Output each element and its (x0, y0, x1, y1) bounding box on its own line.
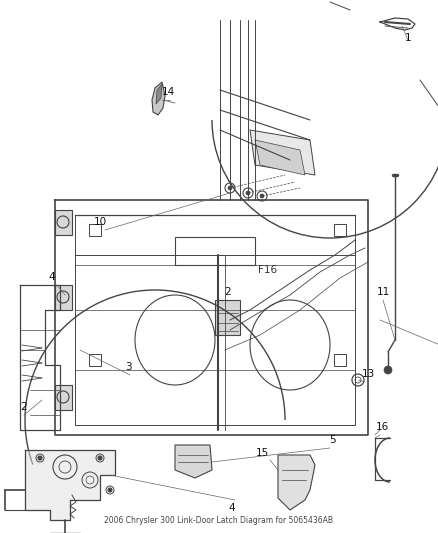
Text: 4: 4 (49, 272, 55, 282)
Polygon shape (156, 84, 162, 104)
Text: 11: 11 (376, 287, 390, 297)
Polygon shape (55, 210, 72, 235)
Text: 2: 2 (225, 287, 231, 297)
Text: 10: 10 (93, 217, 106, 227)
Circle shape (228, 186, 232, 190)
Polygon shape (278, 455, 315, 510)
Polygon shape (250, 130, 315, 175)
Text: 5: 5 (328, 435, 336, 445)
Polygon shape (255, 140, 305, 175)
Circle shape (246, 191, 250, 195)
Text: 15: 15 (255, 448, 268, 458)
Text: 13: 13 (361, 369, 374, 379)
Text: 3: 3 (125, 362, 131, 372)
Polygon shape (175, 445, 212, 478)
Polygon shape (25, 450, 115, 520)
Text: 4: 4 (229, 503, 235, 513)
Polygon shape (215, 300, 240, 335)
Text: 14: 14 (161, 87, 175, 97)
Polygon shape (55, 385, 72, 410)
Circle shape (98, 456, 102, 460)
Circle shape (384, 366, 392, 374)
Text: 2: 2 (21, 402, 27, 412)
Circle shape (38, 456, 42, 460)
Circle shape (108, 488, 112, 492)
Circle shape (260, 194, 264, 198)
Text: 1: 1 (405, 33, 411, 43)
Text: 2006 Chrysler 300 Link-Door Latch Diagram for 5065436AB: 2006 Chrysler 300 Link-Door Latch Diagra… (105, 516, 333, 525)
Polygon shape (152, 82, 165, 115)
Text: 16: 16 (375, 422, 389, 432)
Text: F16: F16 (258, 265, 278, 275)
Polygon shape (55, 285, 72, 310)
